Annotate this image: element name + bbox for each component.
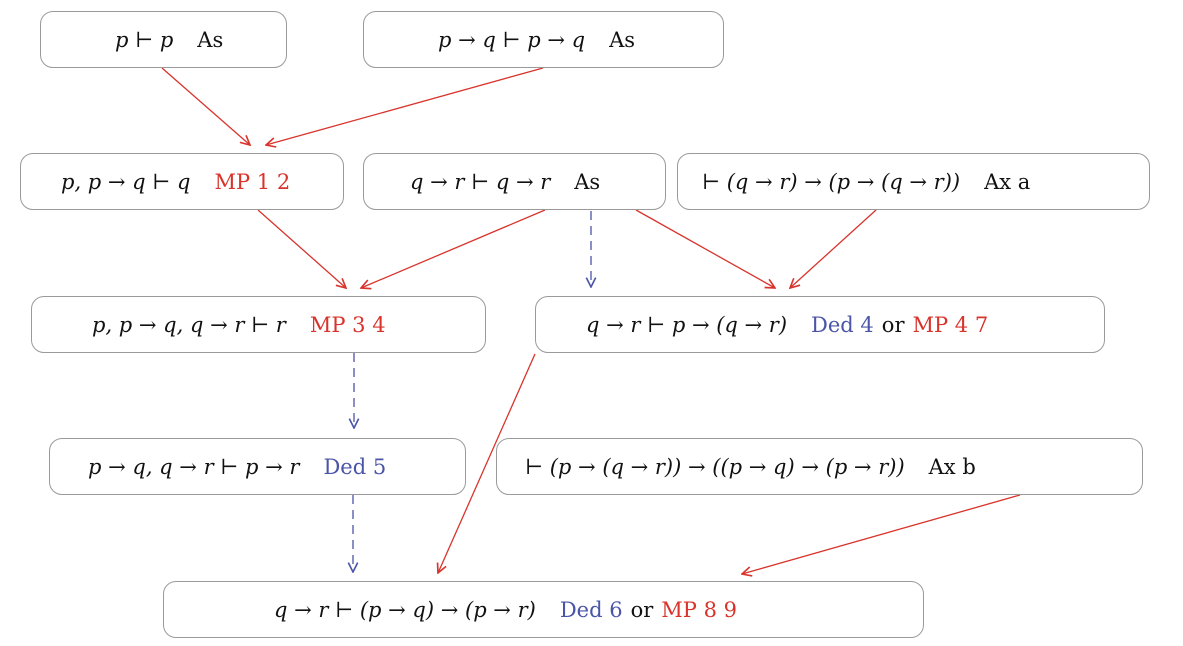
justification: MP 1 2 [214,169,291,194]
edge-9-to-10 [742,494,1021,574]
edge-5-to-7 [790,209,877,288]
justification: Ax a [984,169,1031,194]
justification: Ax b [928,454,976,479]
edge-1-to-3 [161,67,250,145]
or-label: or [881,312,905,337]
proof-node-7: q → r ⊢ p → (q → r) Ded 4 or MP 4 7 [535,296,1105,353]
proof-node-6: p, p → q, q → r ⊢ r MP 3 4 [31,296,486,353]
edge-2-to-3 [266,67,544,145]
justification: As [197,27,224,52]
or-label: or [630,597,654,622]
justification-ded: Ded 6 [559,597,623,622]
formula: q → r ⊢ p → (q → r) [586,312,788,337]
formula: q → r ⊢ q → r [410,169,551,194]
justification: Ded 5 [323,454,387,479]
justification: As [609,27,636,52]
formula: ⊢ (q → r) → (p → (q → r)) [702,169,961,194]
formula: p, p → q, q → r ⊢ r [92,312,286,337]
proof-node-10: q → r ⊢ (p → q) → (p → r) Ded 6 or MP 8 … [163,581,924,638]
edge-3-to-6 [257,209,346,288]
formula: p → q, q → r ⊢ p → r [88,454,300,479]
proof-node-2: p → q ⊢ p → q As [363,11,724,68]
justification: As [574,169,601,194]
formula: p, p → q ⊢ q [61,169,191,194]
formula: p ⊢ p [115,27,174,52]
proof-node-5: ⊢ (q → r) → (p → (q → r)) Ax a [677,153,1150,210]
proof-node-1: p ⊢ p As [40,11,287,68]
formula: q → r ⊢ (p → q) → (p → r) [274,597,536,622]
justification-ded: Ded 4 [811,312,874,337]
formula: p → q ⊢ p → q [438,27,586,52]
justification-mp: MP 8 9 [661,597,737,622]
justification-mp: MP 4 7 [912,312,989,337]
edge-7-to-10 [438,353,536,573]
edge-4-to-6 [361,209,546,288]
proof-node-4: q → r ⊢ q → r As [363,153,666,210]
formula: ⊢ (p → (q → r)) → ((p → q) → (p → r)) [525,454,905,479]
edge-4-to-7-mp [635,209,775,288]
proof-node-3: p, p → q ⊢ q MP 1 2 [20,153,344,210]
proof-node-9: ⊢ (p → (q → r)) → ((p → q) → (p → r)) Ax… [496,438,1143,495]
justification: MP 3 4 [309,312,386,337]
proof-node-8: p → q, q → r ⊢ p → r Ded 5 [49,438,466,495]
